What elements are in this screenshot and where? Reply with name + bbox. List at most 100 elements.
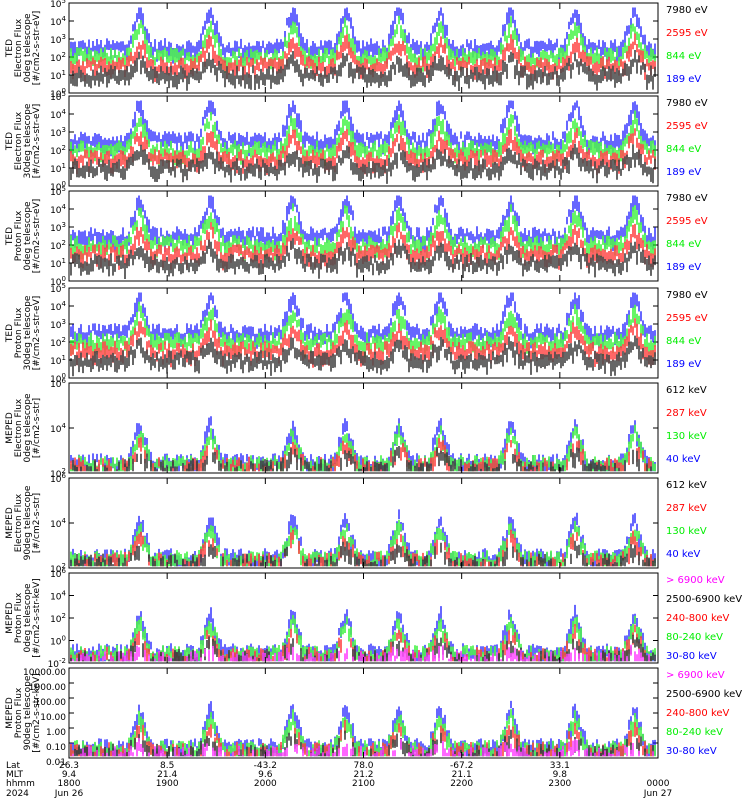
y-axis-label: [#/cm2-s-str-eV] bbox=[32, 199, 42, 274]
y-tick-label: 1.00 bbox=[46, 728, 66, 738]
y-axis-label: [#/cm2-s-str-keV] bbox=[32, 578, 42, 657]
y-axis-label: Electron Flux bbox=[14, 18, 24, 77]
panel-5: MEPED Electron Flux 0deg telescope [#/cm2-s… bbox=[5, 377, 707, 480]
x-tick-label: 21.4 bbox=[157, 770, 177, 780]
legend-entry: 2595 eV bbox=[666, 28, 708, 39]
y-tick-label: 1000.00 bbox=[29, 683, 66, 693]
legend-entry: 844 eV bbox=[666, 336, 701, 347]
y-axis-label: [#/cm2-s-str] bbox=[32, 493, 42, 553]
x-tick-label: Jun 27 bbox=[643, 789, 672, 799]
y-axis-label: Proton Flux bbox=[14, 687, 24, 738]
legend-entry: 130 keV bbox=[666, 526, 707, 537]
y-axis-label: MEPED bbox=[5, 412, 15, 444]
y-tick-label: 103 bbox=[50, 318, 66, 331]
y-axis-label: MEPED bbox=[5, 507, 15, 539]
y-axis-label: Electron Flux bbox=[14, 493, 24, 552]
legend-entry: 7980 eV bbox=[666, 193, 708, 204]
y-tick-label: 105 bbox=[50, 90, 66, 103]
y-axis-label: Proton Flux bbox=[14, 307, 24, 358]
legend-entry: 40 keV bbox=[666, 454, 700, 465]
y-tick-label: 100 bbox=[50, 180, 66, 193]
legend-entry: 844 eV bbox=[666, 51, 701, 62]
y-tick-label: 104 bbox=[50, 203, 66, 216]
data-series-7980-ev bbox=[70, 238, 656, 279]
y-axis-label: 30deg telescope bbox=[23, 103, 33, 178]
y-tick-label: 102 bbox=[50, 612, 66, 625]
data-series-240-800-kev bbox=[70, 720, 654, 757]
legend-entry: 612 keV bbox=[666, 480, 707, 491]
x-tick-label: 1900 bbox=[156, 779, 179, 789]
y-tick-label: 106 bbox=[50, 567, 66, 580]
data-series-7980-ev bbox=[70, 50, 656, 91]
y-axis-label: 0deg telescope bbox=[23, 201, 33, 271]
y-tick-label: 10-2 bbox=[48, 657, 66, 670]
y-tick-label: 105 bbox=[50, 185, 66, 198]
x-tick-label: 2000 bbox=[254, 779, 277, 789]
y-axis-label: TED bbox=[5, 324, 15, 343]
y-axis-label: 90deg telescope bbox=[23, 485, 33, 560]
y-axis-label: [#/cm2-s-str-eV] bbox=[32, 104, 42, 179]
x-tick-label: 9.8 bbox=[553, 770, 568, 780]
x-tick-label: 9.6 bbox=[258, 770, 273, 780]
y-axis-label: [#/cm2-s-str-eV] bbox=[32, 296, 42, 371]
x-tick-label: 9.4 bbox=[62, 770, 77, 780]
x-tick-label: Jun 26 bbox=[54, 789, 84, 799]
y-tick-label: 101 bbox=[50, 354, 66, 367]
y-axis-label: 0deg telescope bbox=[23, 13, 33, 83]
panel-1: TED Electron Flux 0deg telescope [#/cm2-s-s… bbox=[5, 0, 708, 100]
legend-entry: 30-80 keV bbox=[666, 651, 717, 662]
legend-entry: 30-80 keV bbox=[666, 746, 717, 757]
legend-entry: 189 eV bbox=[666, 262, 701, 273]
y-tick-label: 0.10 bbox=[46, 743, 66, 753]
x-tick-label: 2200 bbox=[450, 779, 473, 789]
data-series-189-ev bbox=[70, 292, 656, 350]
panel-3: TED Proton Flux 0deg telescope [#/cm2-s-str… bbox=[5, 185, 708, 288]
legend-entry: 240-800 keV bbox=[666, 613, 730, 624]
legend-entry: > 6900 keV bbox=[666, 575, 725, 586]
x-tick-label: 1800 bbox=[58, 779, 81, 789]
legend-entry: 612 keV bbox=[666, 385, 707, 396]
data-series--6900-kev bbox=[72, 738, 654, 757]
legend-entry: 844 eV bbox=[666, 144, 701, 155]
panel-2: TED Electron Flux 30deg telescope [#/cm2-s-… bbox=[5, 90, 708, 193]
y-axis-label: Proton Flux bbox=[14, 592, 24, 643]
y-tick-label: 104 bbox=[50, 517, 66, 530]
legend-entry: 189 eV bbox=[666, 359, 701, 370]
y-tick-label: 102 bbox=[50, 562, 66, 575]
y-tick-label: 102 bbox=[50, 336, 66, 349]
y-tick-label: 100 bbox=[50, 275, 66, 288]
y-tick-label: 106 bbox=[50, 472, 66, 485]
y-tick-label: 102 bbox=[50, 51, 66, 64]
y-tick-label: 104 bbox=[50, 300, 66, 313]
y-tick-label: 106 bbox=[50, 377, 66, 390]
x-tick-label: 2300 bbox=[548, 779, 571, 789]
legend-entry: 287 keV bbox=[666, 408, 707, 419]
y-axis-label: Proton Flux bbox=[14, 210, 24, 261]
y-tick-label: 10000.00 bbox=[23, 668, 66, 678]
legend-entry: 2595 eV bbox=[666, 216, 708, 227]
y-tick-label: 102 bbox=[50, 239, 66, 252]
y-axis-label: 0deg telescope bbox=[23, 393, 33, 463]
y-tick-label: 105 bbox=[50, 0, 66, 10]
x-tick-label: 8.5 bbox=[160, 761, 174, 771]
x-tick-label: 21.2 bbox=[353, 770, 373, 780]
legend-entry: 2595 eV bbox=[666, 121, 708, 132]
legend-entry: 2500-6900 keV bbox=[666, 594, 742, 605]
y-tick-label: 101 bbox=[50, 69, 66, 82]
y-tick-label: 0.01 bbox=[46, 758, 66, 768]
y-tick-label: 100 bbox=[50, 372, 66, 385]
y-axis-label: [#/cm2-s-str] bbox=[32, 398, 42, 458]
data-series-7980-ev bbox=[70, 143, 656, 184]
y-axis-label: 90deg telescope bbox=[23, 675, 33, 750]
y-axis-label: MEPED bbox=[5, 602, 15, 634]
y-tick-label: 102 bbox=[50, 144, 66, 157]
y-tick-label: 100 bbox=[50, 87, 66, 100]
y-tick-label: 10.00 bbox=[40, 713, 66, 723]
legend-entry: 80-240 keV bbox=[666, 632, 723, 643]
legend-entry: 844 eV bbox=[666, 239, 701, 250]
panel-4: TED Proton Flux 30deg telescope [#/cm2-s-st… bbox=[5, 282, 708, 385]
data-series-612-kev bbox=[70, 540, 656, 567]
x-tick-label: 2100 bbox=[352, 779, 375, 789]
